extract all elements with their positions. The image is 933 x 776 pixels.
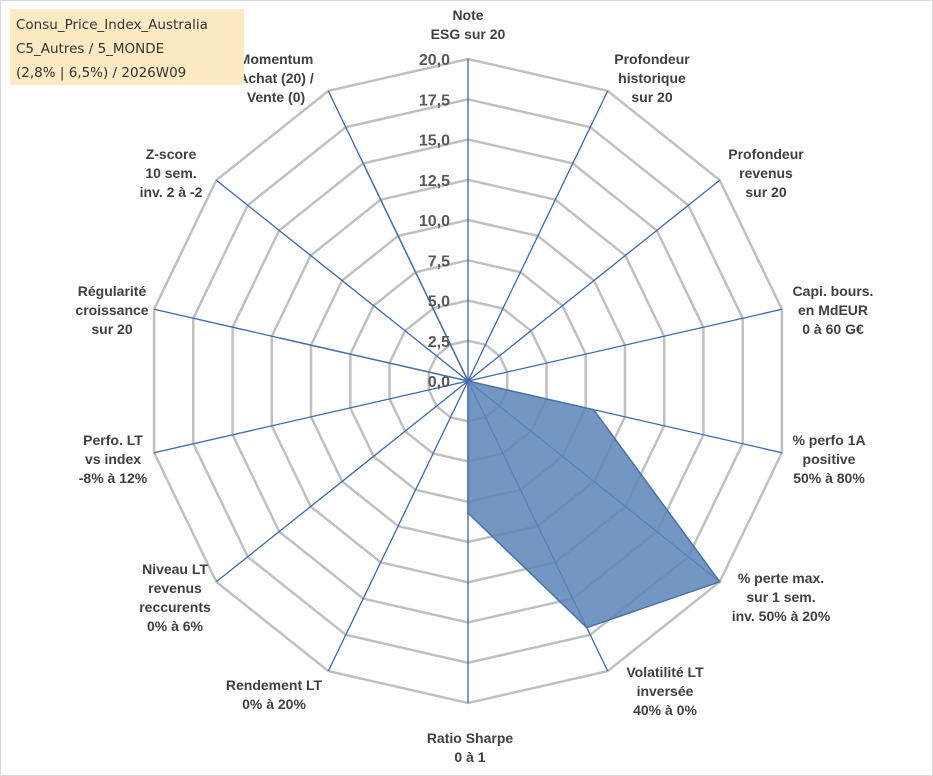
axis-label-line: Niveau LT [142,561,208,577]
spoke-10 [153,380,469,454]
axis-label-line: Achat (20) / [238,70,314,86]
tick-label: 5,0 [428,294,450,311]
axis-label-line: Vente (0) [247,89,305,105]
axis-label-line: en MdEUR [798,302,868,318]
tick-label: 0,0 [428,374,450,391]
axis-label-layer: Note ESG sur 20 Profondeur historique sur 20… [75,7,873,765]
axis-label-line: 0% à 20% [242,696,306,712]
tick-label: 12,5 [419,173,450,190]
axis-label-line: 0 à 60 G€ [802,321,864,337]
axis-label-line: % perfo 1A [792,432,865,448]
axis-label-line: croissance [75,302,148,318]
tick-label: 15,0 [419,133,450,150]
axis-label-line: Rendement LT [226,677,323,693]
axis-label-line: Profondeur [614,51,690,67]
axis-label-line: Profondeur [728,146,804,162]
axis-label-6: Volatilité LT inversée 40% à 0% [626,664,704,718]
spoke-1 [467,90,609,382]
axis-label-4: % perfo 1A positive 50% à 80% [792,432,865,486]
axis-label-line: sur 20 [745,184,786,200]
axis-label-line: % perte max. [738,570,824,586]
axis-label-line: 40% à 0% [633,702,697,718]
header-line-2: C5_Autres / 5_MONDE [16,41,165,57]
axis-label-line: positive [803,451,856,467]
axis-label-0: Note ESG sur 20 [431,7,506,42]
axis-label-line: inversée [637,683,694,699]
axis-label-3: Capi. bours. en MdEUR 0 à 60 G€ [793,283,874,337]
spoke-8 [327,380,469,672]
axis-label-line: Capi. bours. [793,283,874,299]
series-layer [279,163,721,629]
axis-label-line: 0 à 1 [454,749,485,765]
window-edge [928,0,931,774]
axis-label-2: Profondeur revenus sur 20 [728,146,804,200]
axis-label-line: revenus [148,580,202,596]
axis-label-line: sur 20 [91,321,132,337]
tick-label: 17,5 [419,92,450,109]
axis-label-line: 0% à 6% [147,618,204,634]
axis-label-line: Perfo. LT [83,432,143,448]
axis-label-line: Ratio Sharpe [427,730,514,746]
axis-label-13: Momentum Achat (20) / Vente (0) [238,51,314,105]
axis-label-line: vs index [85,451,141,467]
axis-label-11: Régularité croissance sur 20 [75,283,148,337]
spoke-2 [467,179,721,382]
axis-label-line: Volatilité LT [626,664,704,680]
axis-label-9: Niveau LT revenus reccurents 0% à 6% [139,561,211,634]
spoke-12 [215,179,469,382]
axis-label-line: -8% à 12% [79,470,148,486]
axis-label-line: 10 sem. [145,165,196,181]
axis-label-line: historique [618,70,686,86]
axis-label-line: Momentum [239,51,314,67]
axis-label-line: reccurents [139,599,211,615]
tick-label-layer: 0,0 2,5 5,0 7,5 10,0 12,5 15,0 17,5 20,0 [419,52,450,391]
axis-label-line: Régularité [78,283,147,299]
tick-label: 7,5 [428,253,450,270]
axis-label-line: inv. 50% à 20% [732,608,831,624]
spoke-9 [215,380,469,583]
chart-header-box: Consu_Price_Index_Australia C5_Autres / … [10,9,244,85]
axis-label-line: sur 20 [631,89,672,105]
axis-label-line: inv. 2 à -2 [140,184,203,200]
axis-label-line: sur 1 sem. [746,589,815,605]
axis-label-line: 50% à 80% [793,470,865,486]
data-polygon [279,163,721,629]
tick-label: 20,0 [419,52,450,69]
axis-label-5: % perte max. sur 1 sem. inv. 50% à 20% [732,570,831,624]
axis-label-line: revenus [739,165,793,181]
axis-label-line: Note [452,7,483,23]
axis-label-line: ESG sur 20 [431,26,506,42]
spoke-3 [467,308,783,382]
axis-label-10: Perfo. LT vs index -8% à 12% [79,432,148,486]
header-line-1: Consu_Price_Index_Australia [16,17,208,33]
axis-label-line: Z-score [146,146,197,162]
axis-label-1: Profondeur historique sur 20 [614,51,690,105]
tick-label: 2,5 [428,334,450,351]
axis-label-12: Z-score 10 sem. inv. 2 à -2 [140,146,203,200]
axis-label-8: Rendement LT 0% à 20% [226,677,323,712]
axis-label-7: Ratio Sharpe 0 à 1 [427,730,514,765]
header-line-3: (2,8% | 6,5%) / 2026W09 [16,65,187,81]
tick-label: 10,0 [419,213,450,230]
